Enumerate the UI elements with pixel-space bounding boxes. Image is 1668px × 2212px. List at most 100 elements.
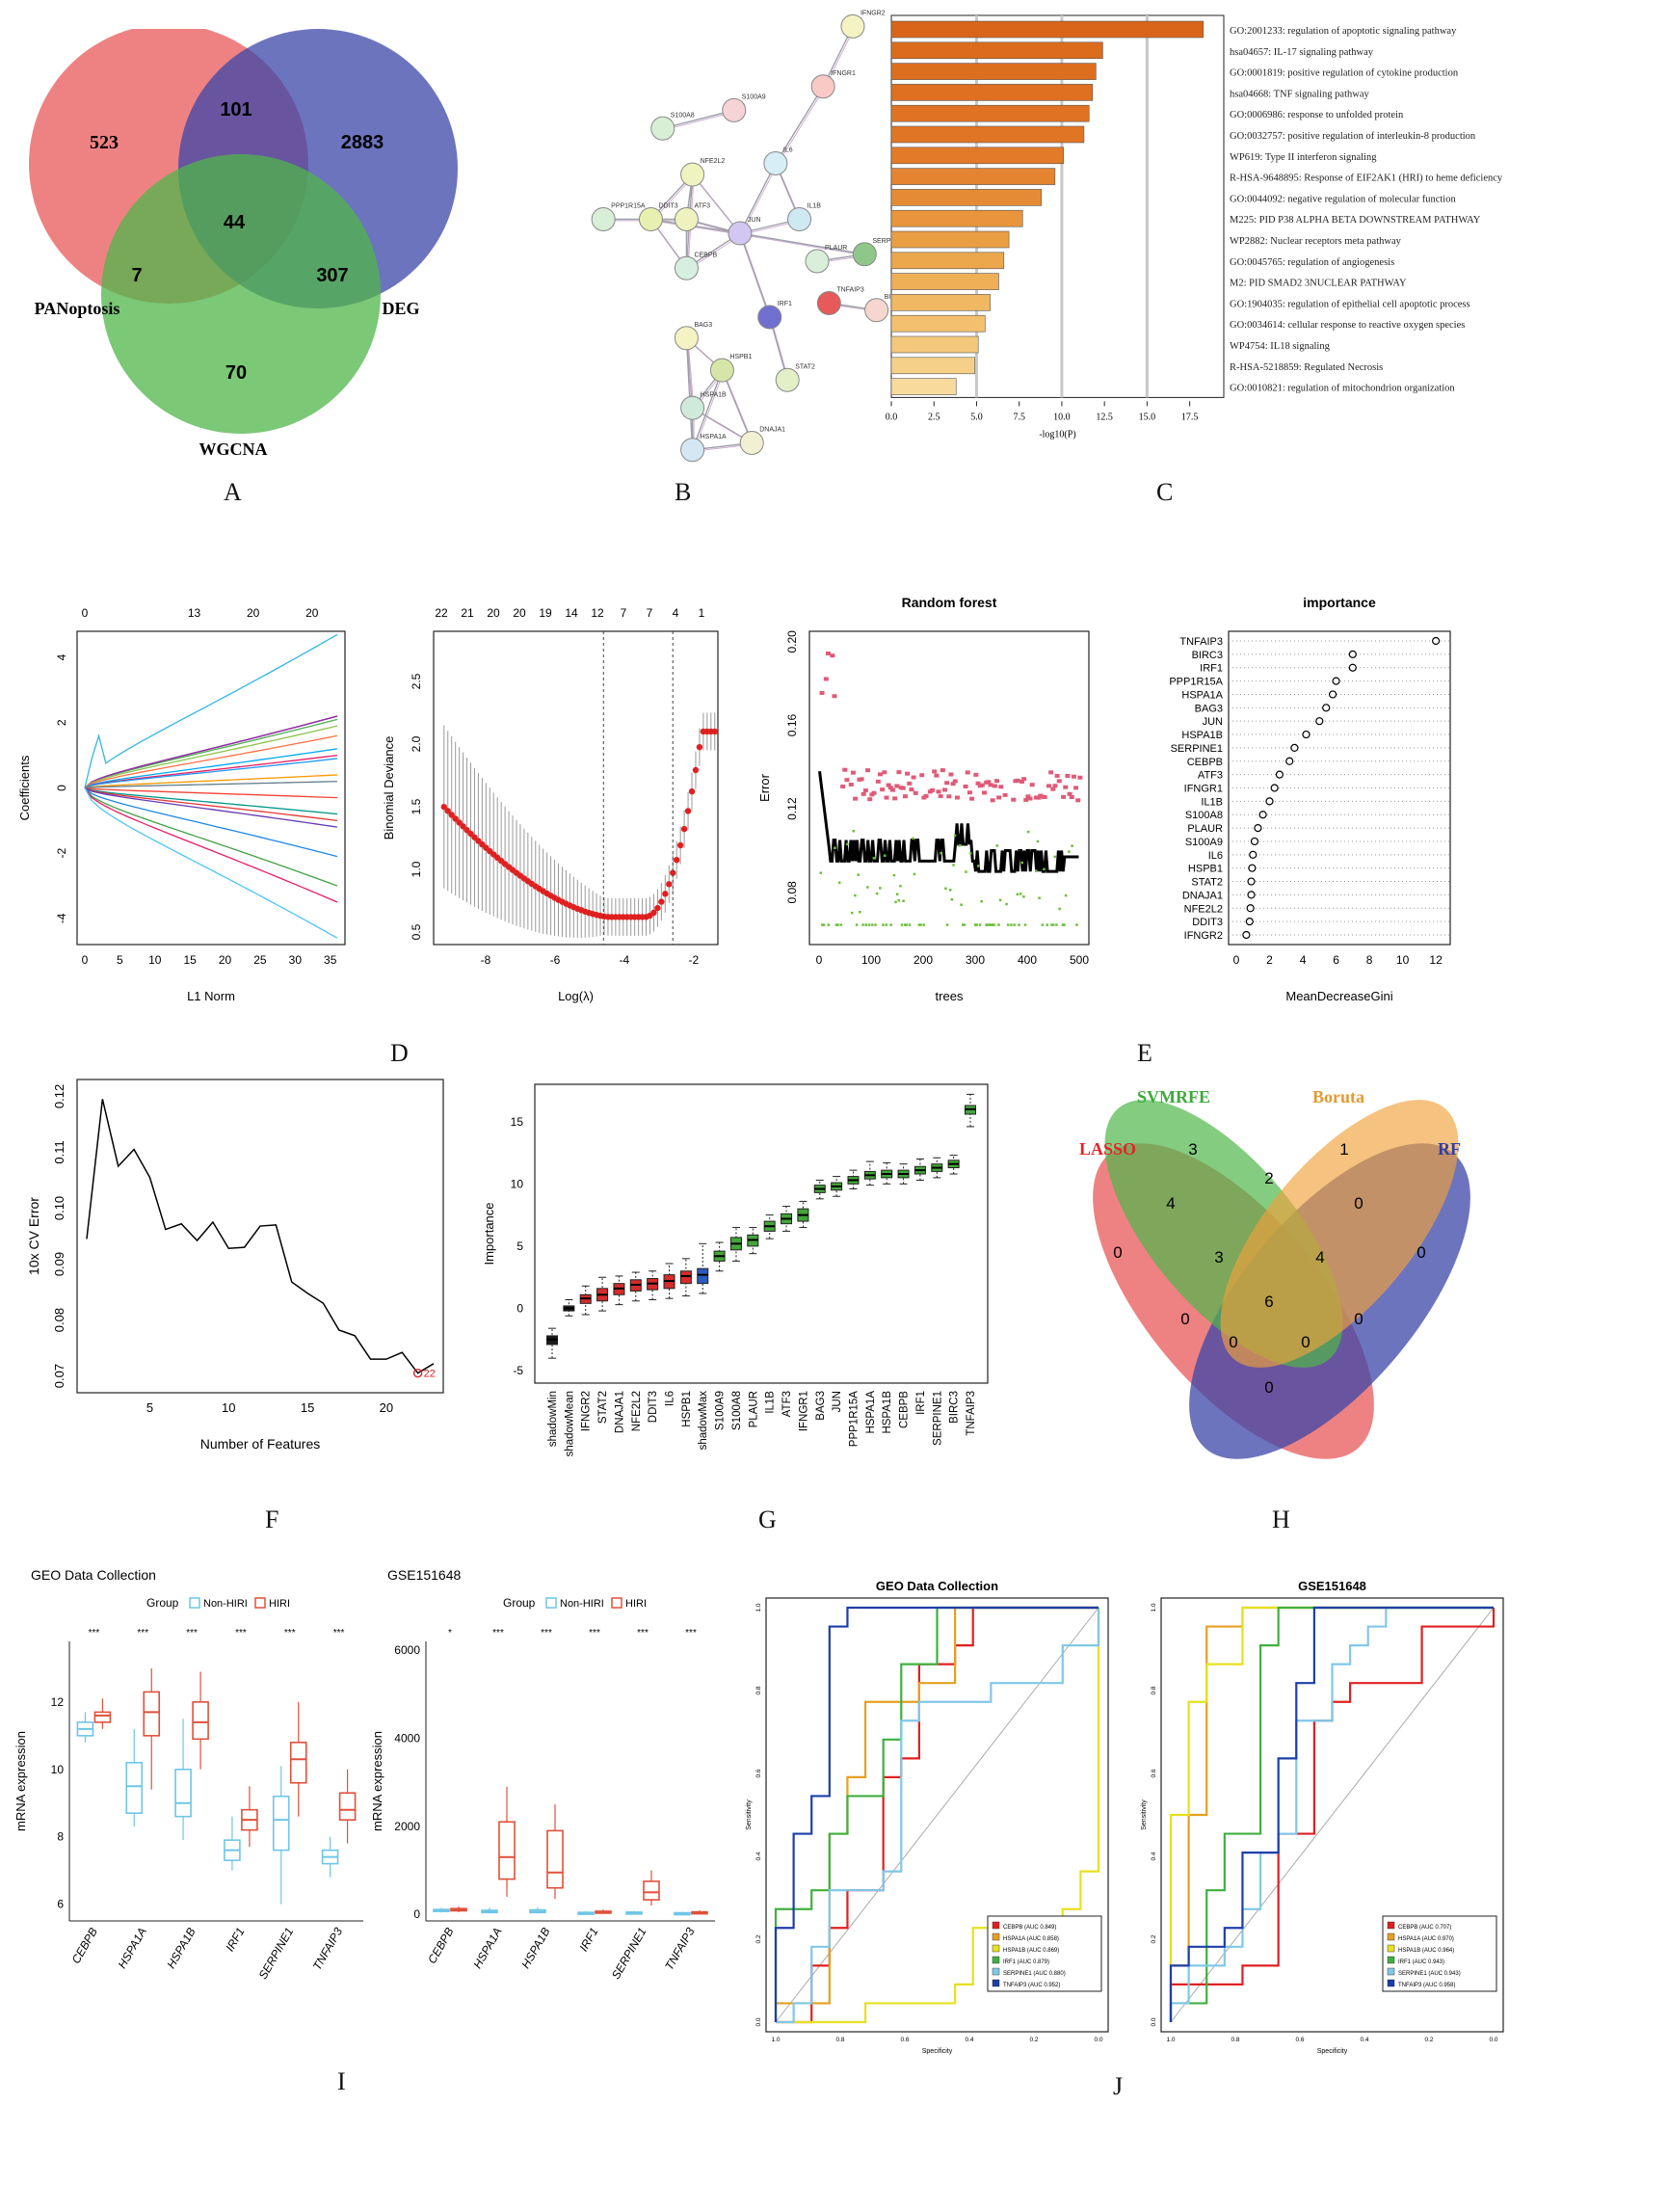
rf-error-class-mark bbox=[952, 779, 958, 784]
ppi-node-hspa1a bbox=[680, 438, 705, 463]
lasso-coef-path bbox=[84, 787, 338, 858]
rf-error-class-mark bbox=[1046, 784, 1051, 788]
rf-error-class-mark bbox=[990, 798, 995, 803]
rf-importance-point bbox=[1247, 891, 1256, 899]
rf-error-class-mark bbox=[848, 783, 854, 787]
rf-error-title: Random forest bbox=[902, 595, 997, 610]
ppi-node-hspb1 bbox=[709, 358, 734, 383]
rf-importance-gene-label: HSPA1A bbox=[1181, 689, 1223, 701]
lasso-cv-point bbox=[463, 827, 470, 834]
svm-cv-frame bbox=[76, 1079, 444, 1394]
rf-importance-point bbox=[1242, 930, 1251, 940]
lasso-cv-frame bbox=[433, 630, 719, 946]
lasso-cv-y-tick: 2.0 bbox=[410, 735, 423, 752]
rocJ2-roc-curve bbox=[1169, 1606, 1494, 2022]
ppi-node-s100a8 bbox=[650, 116, 675, 141]
boruta-gene-label: HSPB1 bbox=[681, 1391, 693, 1427]
enrich-bar bbox=[890, 252, 1005, 270]
rf-error-class-mark bbox=[977, 865, 980, 867]
ppi-node-label: PLAUR bbox=[825, 245, 847, 252]
ppi-node-label: DNAJA1 bbox=[759, 427, 785, 434]
rf-error-class-mark bbox=[913, 872, 916, 876]
rf-error-class-mark bbox=[1069, 794, 1074, 799]
enrich-term-label: M2: PID SMAD2 3NUCLEAR PATHWAY bbox=[1230, 279, 1407, 289]
rf-error-class-mark bbox=[986, 780, 992, 785]
rocJ1-y-tick: 0.8 bbox=[755, 1686, 762, 1694]
boxI2-title: GSE151648 bbox=[387, 1567, 461, 1583]
boxI1-box bbox=[289, 1742, 307, 1784]
boruta-gene-label: TNFAIP3 bbox=[966, 1391, 977, 1436]
ppi-node-dnaja1 bbox=[739, 431, 764, 455]
rf-error-class-mark bbox=[850, 770, 856, 775]
rf-error-class-mark bbox=[1006, 923, 1010, 926]
ppi-edge bbox=[741, 234, 772, 319]
boruta-gene-label: NFE2L2 bbox=[631, 1391, 643, 1431]
boxI2-y-tick: 0 bbox=[413, 1907, 420, 1921]
rf-error-class-mark bbox=[867, 797, 873, 802]
rf-error-class-mark bbox=[832, 694, 837, 699]
rf-error-class-mark bbox=[975, 923, 979, 926]
rf-error-class-mark bbox=[998, 898, 1002, 902]
rf-error-class-mark bbox=[995, 844, 999, 847]
svm-cv-x-label: Number of Features bbox=[200, 1436, 321, 1452]
venn-h-count: 0 bbox=[1113, 1243, 1122, 1262]
rf-error-class-mark bbox=[1063, 785, 1069, 789]
rf-error-x-tick: 100 bbox=[861, 953, 881, 967]
rocJ2-legend-entry: IRF1 (AUC 0.943) bbox=[1398, 1959, 1444, 1965]
boxI1-box bbox=[192, 1701, 209, 1741]
rocJ1-title: GEO Data Collection bbox=[876, 1579, 998, 1593]
boxI1-box bbox=[272, 1795, 290, 1852]
boxI1-legend-key-nonhiri bbox=[189, 1597, 200, 1609]
rocJ2-x-tick: 1.0 bbox=[1166, 2037, 1175, 2043]
boruta-importance-boxplot: shadowMin shadowMean IFNGR2 STAT2 DNAJA1 NFE2… bbox=[482, 1083, 989, 1456]
boxI1-box bbox=[143, 1691, 161, 1737]
rf-error-class-mark bbox=[821, 923, 824, 926]
rocJ2-legend-key bbox=[1387, 1956, 1395, 1964]
rf-error-class-mark bbox=[1043, 867, 1046, 871]
boruta-gene-label: IL1B bbox=[765, 1391, 777, 1414]
lasso-cv-point bbox=[448, 812, 455, 818]
rf-error-class-mark bbox=[982, 790, 988, 795]
boruta-gene-label: SERPINE1 bbox=[932, 1391, 943, 1446]
boruta-y-tick: 5 bbox=[516, 1239, 523, 1253]
lasso-cv-point bbox=[680, 825, 688, 833]
boruta-gene-label: HSPA1B bbox=[882, 1391, 893, 1434]
boruta-gene-label: JUN bbox=[832, 1391, 843, 1412]
rf-importance-gene-label: PLAUR bbox=[1187, 823, 1223, 835]
rf-error-class-mark bbox=[1023, 923, 1027, 926]
rf-error-class-mark bbox=[932, 769, 938, 774]
lasso-coef-top-tick: 13 bbox=[188, 606, 201, 620]
ppi-node-hspa1b bbox=[680, 395, 705, 420]
lasso-cv-point bbox=[711, 728, 718, 735]
roc-curve-geo: GEO Data Collection CEBPB (AUC 0.849) HSPA… bbox=[746, 1579, 1109, 2055]
enrich-term-label: hsa04657: IL-17 signaling pathway bbox=[1230, 47, 1374, 58]
rf-error-class-mark bbox=[1038, 896, 1041, 900]
rf-importance-gene-label: CEBPB bbox=[1187, 757, 1223, 768]
rf-error-class-mark bbox=[922, 923, 925, 926]
lasso-cv-point bbox=[444, 808, 451, 814]
ppi-node-label: IFNGR2 bbox=[860, 10, 886, 16]
lasso-coef-x-tick: 35 bbox=[324, 953, 337, 967]
rf-importance-gene-label: BAG3 bbox=[1195, 703, 1223, 714]
boxI2-gene-label: SERPINE1 bbox=[609, 1926, 649, 1982]
rf-error-class-mark bbox=[919, 923, 922, 926]
svm-cv-y-tick: 0.10 bbox=[52, 1196, 66, 1220]
ppi-edge bbox=[775, 86, 824, 164]
boruta-frame bbox=[534, 1083, 989, 1384]
rocJ1-frame bbox=[765, 1597, 1109, 2033]
enrich-term-label: GO:0034614: cellular response to reactiv… bbox=[1230, 320, 1465, 331]
rf-error-class-mark bbox=[1002, 792, 1008, 797]
rf-importance-gene-label: IFNGR2 bbox=[1184, 930, 1223, 942]
lasso-coef-path bbox=[84, 725, 338, 789]
svm-cv-x-tick: 20 bbox=[380, 1400, 393, 1415]
lasso-cv-x-label: Log(λ) bbox=[558, 989, 594, 1003]
rocJ2-x-tick: 0.2 bbox=[1424, 2037, 1433, 2043]
lasso-coef-x-tick: 30 bbox=[289, 953, 303, 967]
rf-error-class-mark bbox=[917, 923, 921, 926]
boxI2-gene-label: CEBPB bbox=[425, 1926, 456, 1966]
rf-error-class-mark bbox=[938, 794, 943, 799]
lasso-coef-x-tick: 15 bbox=[183, 953, 197, 967]
rf-error-class-mark bbox=[896, 770, 902, 775]
rf-importance-point bbox=[1270, 784, 1279, 792]
rf-error-class-mark bbox=[879, 887, 882, 890]
